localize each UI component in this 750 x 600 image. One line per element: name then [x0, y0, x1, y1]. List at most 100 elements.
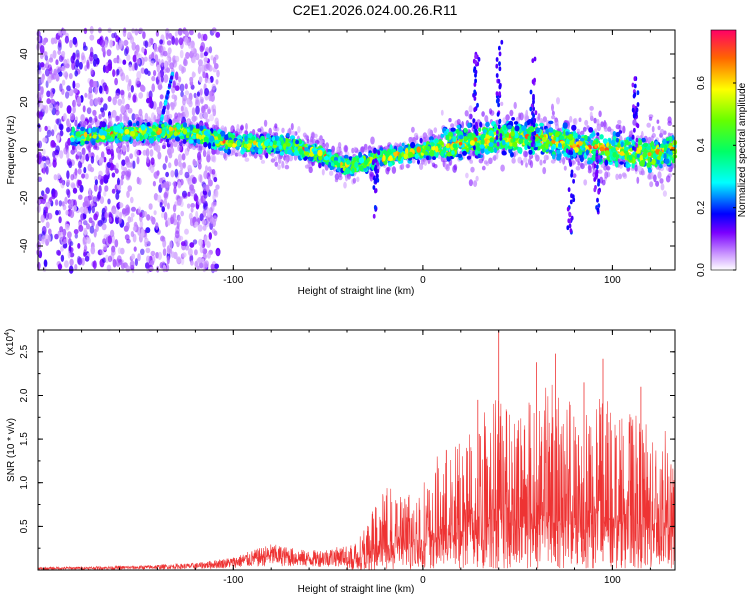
spectrogram-cell — [135, 120, 140, 126]
spectrogram-cell — [149, 149, 154, 157]
spectrogram-cell — [165, 109, 170, 116]
spectrogram-cell — [141, 46, 145, 53]
spectrogram-cell — [529, 160, 534, 169]
spectrogram-cell — [42, 137, 48, 143]
spectrogram-cell — [74, 264, 78, 271]
spectrogram-cell — [370, 136, 375, 145]
spectrogram-cell — [672, 164, 677, 169]
spectrogram-cell — [114, 137, 119, 144]
spectrogram-cell — [104, 185, 109, 192]
spectrogram-cell — [108, 216, 112, 223]
spectrogram-cell — [123, 118, 128, 124]
spectrogram-cell — [575, 138, 579, 143]
spectrogram-cell — [59, 150, 64, 159]
spectrogram-cell — [161, 212, 165, 219]
spectrogram-cell — [230, 126, 234, 133]
spectrogram-cell — [71, 61, 75, 71]
spectrogram-cell — [62, 70, 67, 76]
spectrogram-cell — [88, 86, 92, 92]
spectrogram-cell — [64, 260, 69, 268]
spectrogram-cell — [208, 90, 213, 97]
spectrogram-cell — [589, 105, 594, 111]
spectrogram-cell — [133, 246, 137, 252]
spectrogram-cell — [364, 147, 368, 153]
spectrogram-cell — [55, 109, 60, 116]
spectrogram-cell — [57, 49, 62, 55]
spectrogram-cell — [207, 108, 211, 115]
spectrogram-cell — [42, 266, 47, 272]
spectrogram-cell — [87, 92, 92, 100]
spectrogram-cell — [59, 130, 64, 137]
spectrogram-cell — [584, 119, 589, 126]
spectrogram-cell — [89, 34, 95, 41]
spectrogram-cell — [551, 115, 556, 120]
spectrogram-cell — [205, 118, 210, 123]
spectrogram-cell — [174, 85, 180, 91]
spectrogram-cell — [649, 181, 654, 188]
spectrogram-cell — [578, 117, 582, 123]
spectrogram-cell — [84, 117, 88, 122]
spectrogram-cell — [52, 189, 58, 198]
spectrogram-cell — [575, 166, 581, 171]
spectrogram-cell — [641, 170, 646, 176]
spectrogram-cell — [165, 32, 169, 40]
spectrogram-cell — [154, 54, 159, 63]
spectrogram-cell — [195, 105, 200, 115]
spectrogram-cell — [240, 125, 244, 131]
spectrogram-cell — [39, 161, 45, 169]
spectrogram-cell — [39, 45, 45, 54]
spectrogram-cell — [425, 135, 429, 142]
spectrogram-cell — [550, 159, 556, 164]
spectrogram-cell — [107, 235, 113, 245]
spectrogram-cell — [466, 155, 472, 160]
spectrogram-cell — [105, 167, 110, 176]
spectrogram-cell — [213, 176, 218, 183]
spectrogram-cell — [659, 128, 665, 136]
spectrogram-cell — [115, 215, 120, 225]
spectrogram-cell — [151, 75, 156, 82]
spectrogram-cell — [70, 174, 75, 181]
spectrogram-cell — [184, 83, 188, 90]
spectrogram-cell — [668, 165, 673, 173]
spectrogram-cell — [212, 193, 216, 201]
spectrogram-cell — [145, 247, 151, 254]
spectrogram-cell — [627, 163, 631, 168]
spectrogram-cell — [234, 152, 239, 157]
spectrogram-cell — [641, 137, 646, 143]
spectrogram-cell — [102, 244, 108, 251]
spectrogram-cell — [89, 98, 94, 107]
spectrogram-cell — [119, 149, 124, 155]
spectrogram-cell — [200, 105, 206, 114]
spectrogram-cell — [43, 193, 48, 200]
spectrogram-cell — [59, 226, 64, 233]
spectrogram-cell — [37, 140, 43, 149]
spectrogram-cell — [191, 176, 197, 185]
spectrogram-cell — [55, 73, 60, 82]
spectrogram-cell — [343, 181, 347, 189]
spectrogram-cell — [115, 192, 120, 200]
spectrogram-cell — [40, 61, 45, 68]
spectrogram-cell — [195, 99, 200, 108]
spectrogram-cell — [72, 80, 76, 89]
spectrogram-cell — [431, 162, 436, 168]
spectrogram-cell — [202, 261, 208, 270]
spectrogram-cell — [581, 144, 585, 149]
spectrogram-cell — [572, 173, 577, 178]
spectrogram-cell — [274, 161, 279, 167]
spectrogram-cell — [74, 119, 78, 127]
spectrogram-cell — [391, 166, 397, 174]
spectrogram-cell — [188, 92, 193, 101]
spectrogram-cell — [131, 113, 136, 121]
spectrogram-cell — [501, 150, 507, 156]
spectrogram-cell — [281, 160, 285, 169]
spectrogram-cell — [647, 136, 652, 144]
spectrogram-cell — [408, 138, 412, 144]
spectrogram-cell — [112, 69, 116, 78]
spectrogram-cell — [171, 138, 176, 143]
spectrogram-cell — [174, 30, 178, 37]
spectrogram-cell — [82, 45, 88, 51]
spectrogram-cell — [44, 54, 48, 61]
spectrogram-cell — [50, 37, 55, 45]
spectrogram-cell — [60, 254, 65, 262]
spectrogram-cell — [111, 109, 117, 118]
